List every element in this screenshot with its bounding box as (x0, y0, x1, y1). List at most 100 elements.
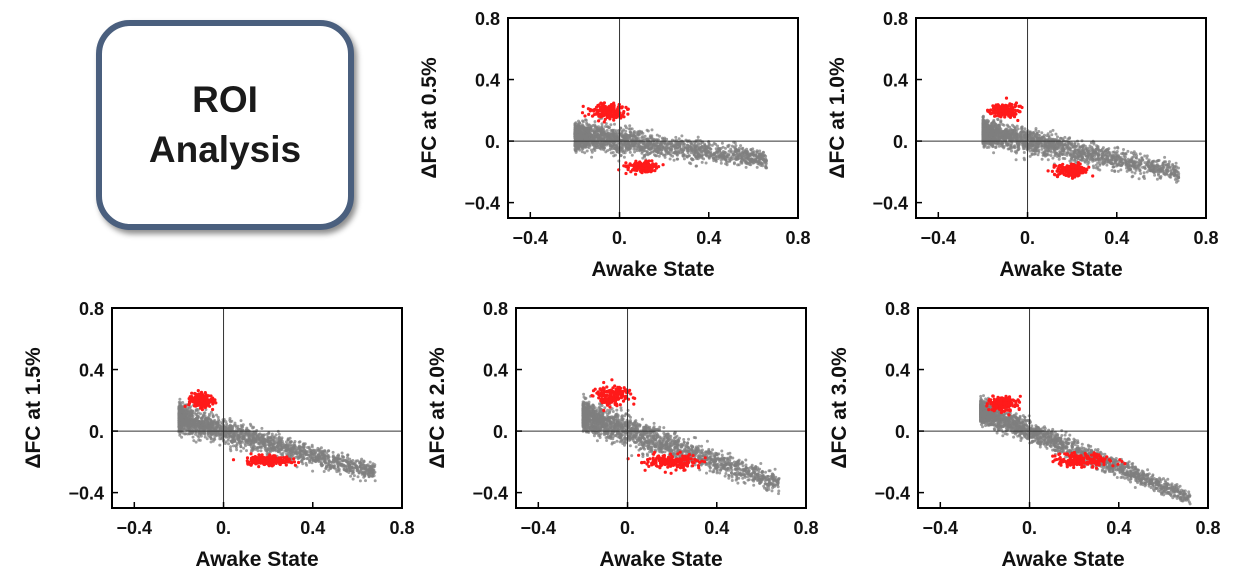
scatter-point-red (619, 106, 623, 110)
scatter-point-gray (1030, 153, 1034, 157)
scatter-point-red (641, 166, 645, 170)
y-tick-label: −0.4 (872, 194, 908, 214)
scatter-point-gray (710, 143, 714, 147)
scatter-point-gray (738, 152, 742, 156)
scatter-point-gray (994, 123, 998, 127)
scatter-point-gray (727, 149, 731, 153)
scatter-point-gray (724, 146, 727, 150)
scatter-point-gray (1109, 161, 1113, 165)
scatter-point-gray (1145, 163, 1149, 166)
scatter-point-red (616, 107, 620, 111)
scatter-point-gray (628, 150, 632, 154)
scatter-point-gray (729, 149, 733, 153)
scatter-point-red (1000, 109, 1005, 113)
scatter-point-gray (751, 161, 755, 165)
scatter-point-gray (1138, 169, 1142, 172)
scatter-point-red (1003, 115, 1007, 119)
scatter-point-gray (1033, 141, 1037, 145)
scatter-point-gray (573, 147, 577, 151)
scatter-point-gray (753, 158, 757, 161)
scatter-point-gray (732, 157, 736, 161)
scatter-point-gray (227, 442, 230, 446)
scatter-point-red (607, 115, 611, 119)
scatter-point-gray (654, 154, 657, 158)
scatter-point-red (650, 169, 654, 173)
scatter-point-gray (1067, 141, 1071, 145)
y-tick-label: 0. (485, 132, 500, 152)
scatter-point-gray (1023, 127, 1027, 131)
scatter-point-gray (1016, 127, 1020, 131)
scatter-point-gray (1035, 144, 1039, 148)
scatter-point-gray (991, 124, 995, 128)
scatter-point-gray (582, 142, 586, 146)
scatter-point-red (1076, 162, 1080, 166)
scatter-point-gray (1165, 172, 1169, 176)
scatter-point-red (605, 107, 609, 111)
scatter-point-gray (1060, 141, 1064, 145)
scatter-point-gray (1092, 142, 1096, 146)
scatter-point-gray (1049, 130, 1052, 134)
x-tick-label: 0.4 (1104, 228, 1129, 248)
scatter-point-gray (1076, 157, 1080, 161)
scatter-point-gray (726, 145, 730, 149)
scatter-point-red (646, 162, 650, 166)
scatter-point-red (647, 159, 651, 163)
scatter-point-gray (714, 156, 718, 160)
scatter-point-gray (754, 160, 758, 164)
scatter-point-gray (686, 151, 690, 155)
scatter-point-gray (733, 146, 737, 150)
scatter-point-red (1077, 165, 1081, 169)
scatter-point-gray (1014, 158, 1018, 162)
scatter-point-gray (1055, 155, 1059, 158)
scatter-point-gray (1053, 144, 1057, 148)
scatter-point-red (653, 169, 657, 173)
scatter-point-gray (628, 124, 632, 128)
scatter-point-gray (1023, 158, 1026, 162)
scatter-point-red (580, 111, 585, 115)
scatter-point-gray (1036, 153, 1040, 157)
scatter-point-gray (1139, 160, 1143, 164)
scatter-point-gray (631, 137, 635, 141)
scatter-point-gray (744, 151, 748, 154)
scatter-point-gray (620, 149, 624, 153)
scatter-point-gray (1152, 165, 1156, 168)
scatter-point-gray (1011, 137, 1015, 141)
scatter-point-gray (592, 138, 596, 142)
scatter-point-gray (1126, 149, 1130, 153)
scatter-point-red (1016, 118, 1020, 123)
scatter-point-gray (1054, 132, 1058, 136)
scatter-point-gray (1091, 164, 1095, 168)
scatter-point-gray (662, 140, 665, 144)
scatter-point-gray (1019, 133, 1023, 137)
scatter-point-gray (596, 129, 600, 132)
scatter-point-gray (755, 155, 759, 159)
scatter-point-gray (635, 133, 639, 137)
scatter-point-gray (998, 136, 1002, 140)
scatter-point-gray (611, 134, 615, 137)
scatter-point-red (998, 105, 1002, 109)
scatter-point-gray (602, 145, 605, 149)
scatter-point-gray (1021, 141, 1025, 145)
scatter-point-gray (688, 161, 691, 165)
scatter-point-gray (1155, 167, 1158, 171)
scatter-point-gray (1051, 156, 1055, 160)
plot-frame (915, 17, 1207, 219)
scatter-point-gray (1138, 164, 1142, 167)
scatter-point-gray (757, 162, 761, 166)
scatter-point-gray (612, 146, 616, 150)
scatter-point-gray (1063, 157, 1067, 161)
scatter-point-red (651, 162, 655, 166)
scatter-point-red (1065, 164, 1069, 168)
scatter-point-gray (1003, 137, 1007, 141)
scatter-point-gray (613, 122, 616, 126)
scatter-point-gray (602, 135, 606, 139)
scatter-point-gray (994, 146, 998, 149)
scatter-point-red (1046, 169, 1050, 173)
scatter-point-gray (628, 147, 632, 151)
scatter-point-gray (1000, 141, 1004, 145)
scatter-point-gray (578, 130, 582, 134)
scatter-point-gray (1112, 154, 1116, 158)
scatter-point-red (1013, 111, 1017, 115)
scatter-point-gray (1040, 147, 1044, 151)
scatter-point-gray (583, 151, 587, 155)
